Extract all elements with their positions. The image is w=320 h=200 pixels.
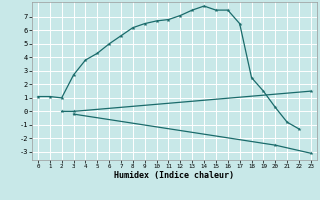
X-axis label: Humidex (Indice chaleur): Humidex (Indice chaleur) bbox=[115, 171, 234, 180]
